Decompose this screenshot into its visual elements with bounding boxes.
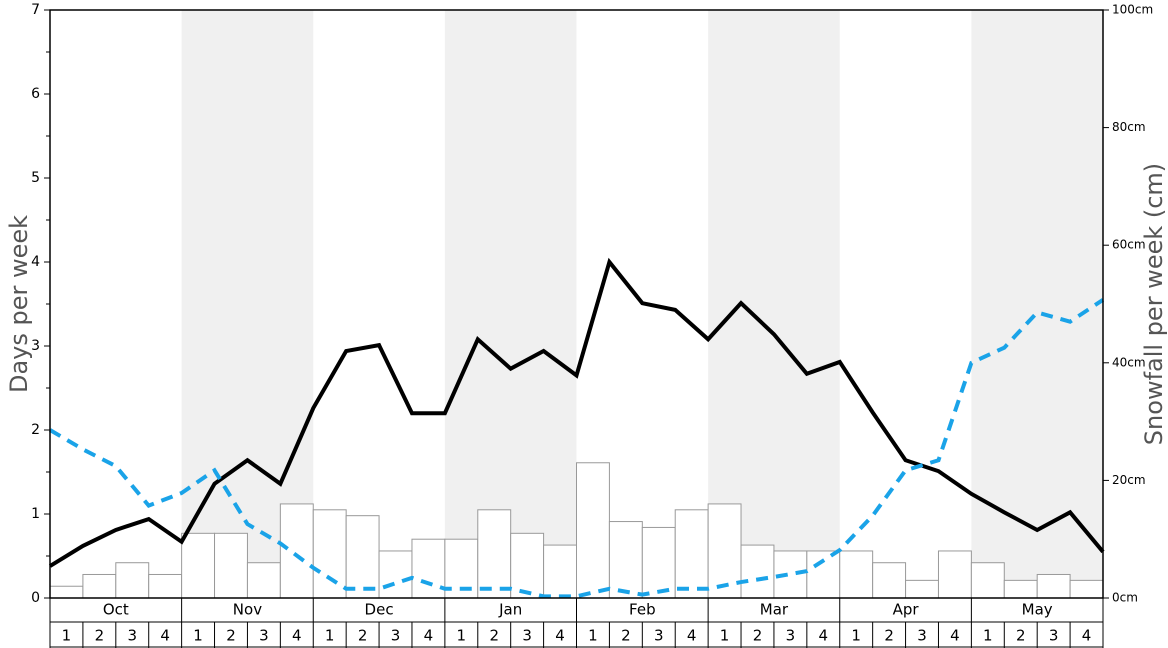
week-label: 1 [588,627,598,645]
week-label: 3 [1049,627,1059,645]
month-label: Jan [498,601,522,619]
bar [510,532,545,599]
bar [477,509,512,599]
y2-tick-label: 0cm [1112,591,1138,605]
week-label: 3 [522,627,532,645]
week-label: 4 [819,627,829,645]
line [48,298,1105,599]
y-tick-label: 0 [31,590,40,606]
week-label: 1 [325,627,335,645]
bar [806,550,841,599]
month-band [444,10,577,598]
month-label: Feb [629,601,656,619]
bar [674,509,709,599]
bar [608,521,643,599]
bar [115,562,150,599]
bar [1003,579,1038,599]
y-axis-title: Days per week [5,215,33,393]
week-label: 2 [1016,627,1026,645]
week-label: 4 [1082,627,1092,645]
week-label: 4 [424,627,434,645]
bar [905,579,939,599]
bar [872,562,907,599]
bar [839,550,874,599]
week-label: 3 [786,627,796,645]
month-label: Mar [760,601,789,619]
y-tick-label: 4 [31,254,40,270]
week-label: 1 [193,627,203,645]
week-label: 2 [489,627,499,645]
bar [345,515,380,599]
week-label: 1 [851,627,861,645]
week-label: 3 [127,627,137,645]
bar [49,585,84,599]
y2-axis-title: Snowfall per week (cm) [1140,163,1168,445]
y2-tick-label: 80cm [1112,120,1146,134]
bar [1069,579,1104,599]
week-label: 1 [720,627,730,645]
week-label: 3 [259,627,269,645]
y-tick-label: 1 [31,506,40,522]
week-label: 1 [457,627,467,645]
bar [641,526,676,599]
week-label: 2 [884,627,894,645]
month-label: Dec [365,601,394,619]
week-label: 3 [391,627,401,645]
bar [214,532,248,599]
bar [970,562,1005,599]
y-tick-label: 5 [31,170,40,186]
week-label: 2 [95,627,105,645]
week-label: 3 [917,627,927,645]
y2-tick-label: 60cm [1112,238,1146,252]
month-label: Nov [233,601,262,619]
month-band [971,10,1103,598]
y-tick-label: 3 [31,338,40,354]
bar [279,503,314,599]
bar [707,503,742,599]
bar [378,550,413,599]
week-label: 1 [983,627,993,645]
bar [246,562,281,599]
week-label: 3 [654,627,664,645]
month-label: May [1022,601,1053,619]
month-label: Apr [893,601,920,619]
week-label: 4 [555,627,565,645]
week-label: 4 [292,627,302,645]
y-tick-label: 7 [31,2,40,18]
week-label: 4 [160,627,170,645]
bar [740,544,775,599]
bar [1036,573,1071,599]
week-label: 1 [62,627,72,645]
y2-tick-label: 40cm [1112,355,1146,369]
week-label: 4 [687,627,697,645]
bar [543,544,577,599]
week-label: 2 [358,627,368,645]
y2-tick-label: 100cm [1112,3,1153,17]
month-label: Oct [103,601,129,619]
month-band [708,10,840,598]
week-label: 2 [621,627,631,645]
week-label: 4 [950,627,960,645]
y2-tick-label: 20cm [1112,473,1146,487]
bar [312,509,347,599]
bar [181,532,216,599]
y-tick-label: 2 [31,422,40,438]
bar [82,573,117,599]
bar [576,462,610,599]
y-tick-label: 6 [31,86,40,102]
bar [148,573,183,599]
week-label: 2 [753,627,763,645]
bar [937,550,972,599]
week-label: 2 [226,627,236,645]
line [48,257,1105,568]
